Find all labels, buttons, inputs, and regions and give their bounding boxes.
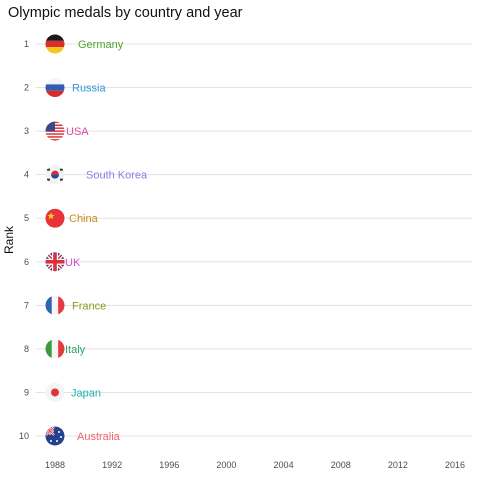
- x-tick-label: 1992: [102, 460, 122, 470]
- country-label: Australia: [77, 431, 121, 443]
- country-label: USA: [66, 126, 89, 138]
- uk-flag-icon: [45, 252, 65, 272]
- country-markers: Germany Russia USA South Korea China UK France…: [45, 34, 148, 446]
- australia-flag-icon: [45, 426, 65, 446]
- country-label: Russia: [72, 83, 107, 95]
- usa-flag-icon: [45, 121, 65, 141]
- y-tick-label: 4: [24, 170, 29, 180]
- grid-lines: [36, 43, 472, 437]
- y-tick-label: 10: [19, 431, 29, 441]
- country-label: South Korea: [86, 170, 148, 182]
- y-tick-label: 3: [24, 126, 29, 136]
- x-tick-label: 2016: [445, 460, 465, 470]
- y-tick-label: 6: [24, 257, 29, 267]
- y-axis-label: Rank: [2, 225, 16, 254]
- germany-flag-icon: [45, 34, 65, 54]
- y-tick-label: 7: [24, 300, 29, 310]
- russia-flag-icon: [45, 78, 65, 98]
- x-tick-label: 1988: [45, 460, 65, 470]
- y-tick-label: 1: [24, 39, 29, 49]
- x-tick-label: 2004: [274, 460, 294, 470]
- country-label: Japan: [71, 387, 101, 399]
- country-label: Italy: [65, 344, 86, 356]
- x-tick-label: 2000: [216, 460, 236, 470]
- x-axis-ticks: 1988 1992 1996 2000 2004 2008 2012 2016: [45, 460, 465, 470]
- france-flag-icon: [45, 295, 65, 315]
- country-label: UK: [65, 257, 81, 269]
- y-tick-label: 5: [24, 213, 29, 223]
- country-label: Germany: [78, 39, 124, 51]
- x-tick-label: 1996: [159, 460, 179, 470]
- italy-flag-icon: [45, 339, 65, 359]
- x-tick-label: 2012: [388, 460, 408, 470]
- chart-title: Olympic medals by country and year: [8, 5, 243, 21]
- south-korea-flag-icon: [45, 165, 65, 185]
- x-tick-label: 2008: [331, 460, 351, 470]
- country-label: France: [72, 300, 106, 312]
- japan-flag-icon: [45, 382, 65, 402]
- country-label: China: [69, 213, 99, 225]
- y-tick-label: 9: [24, 387, 29, 397]
- y-tick-label: 2: [24, 83, 29, 93]
- china-flag-icon: [45, 208, 65, 228]
- y-tick-label: 8: [24, 344, 29, 354]
- y-axis-ticks: 1 2 3 4 5 6 7 8 9 10: [19, 39, 29, 441]
